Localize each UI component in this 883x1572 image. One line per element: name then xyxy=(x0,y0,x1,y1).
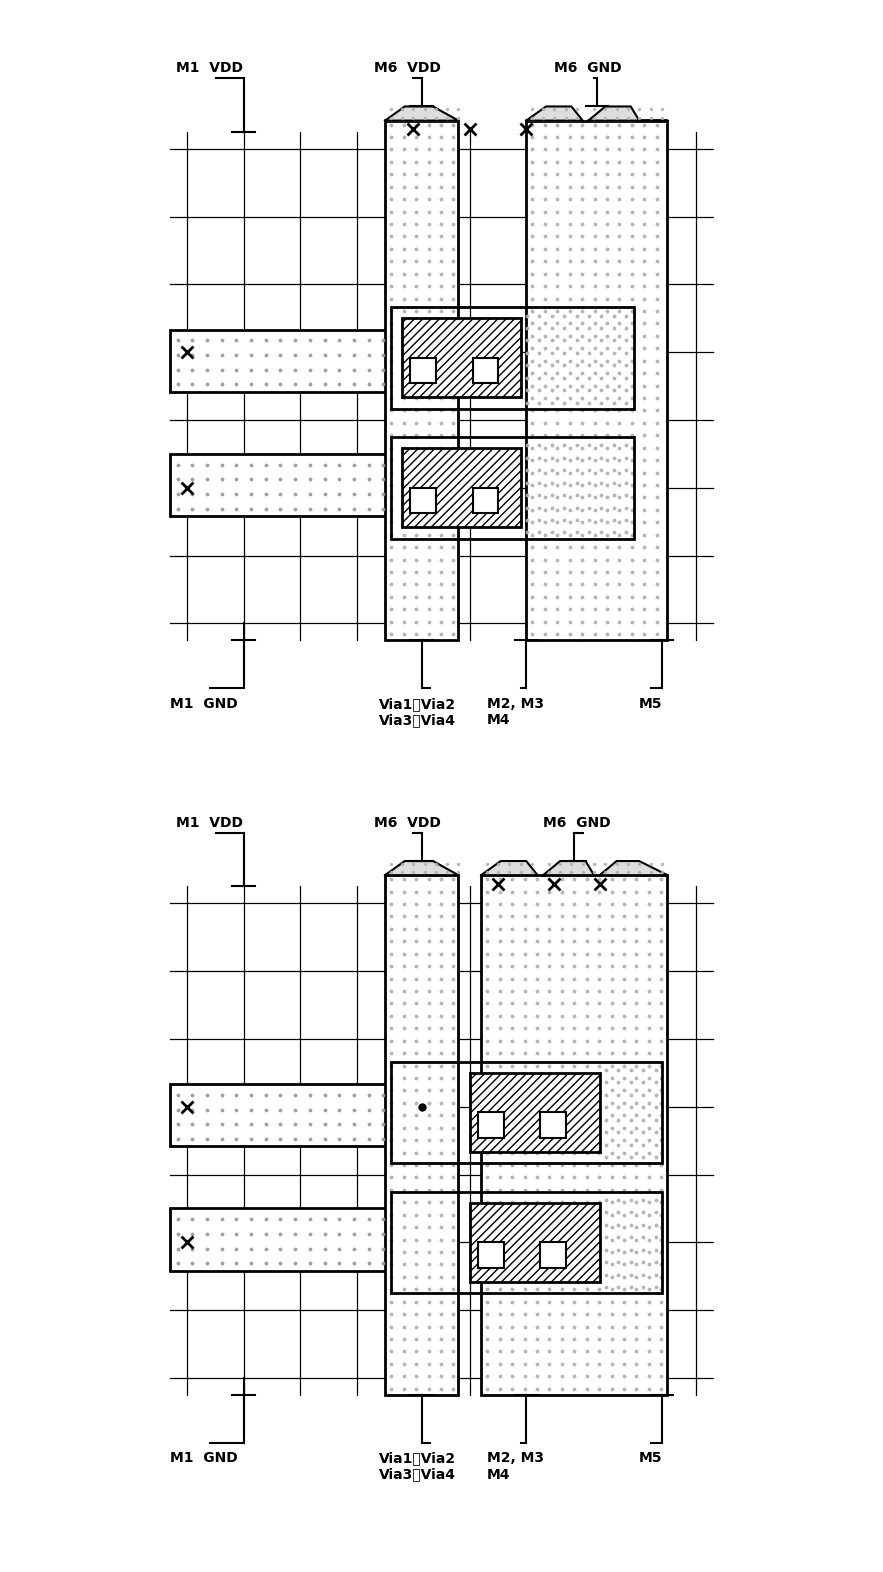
Text: M5: M5 xyxy=(639,1451,663,1465)
Bar xyxy=(385,121,458,640)
Bar xyxy=(540,1242,566,1267)
Polygon shape xyxy=(481,861,538,876)
Bar xyxy=(402,448,521,527)
Text: M1  GND: M1 GND xyxy=(170,1451,238,1465)
Bar xyxy=(481,876,668,1394)
Bar xyxy=(540,1113,566,1138)
Text: M2, M3
M4: M2, M3 M4 xyxy=(487,696,544,726)
Bar xyxy=(472,487,498,512)
Polygon shape xyxy=(385,861,458,876)
Text: Via1、Via2
Via3、Via4: Via1、Via2 Via3、Via4 xyxy=(380,1451,457,1481)
Bar xyxy=(170,1085,396,1146)
Bar xyxy=(479,1113,503,1138)
Text: M1  VDD: M1 VDD xyxy=(176,61,243,75)
Bar xyxy=(390,307,634,409)
Polygon shape xyxy=(600,861,668,876)
Text: M6  GND: M6 GND xyxy=(543,816,611,830)
Text: M6  VDD: M6 VDD xyxy=(374,61,441,75)
Polygon shape xyxy=(543,861,594,876)
Bar xyxy=(411,487,436,512)
Polygon shape xyxy=(385,107,458,121)
Bar xyxy=(170,1209,396,1270)
Bar xyxy=(170,330,396,391)
Text: Via1、Via2
Via3、Via4: Via1、Via2 Via3、Via4 xyxy=(380,696,457,726)
Bar xyxy=(390,1061,662,1163)
Text: M6  VDD: M6 VDD xyxy=(374,816,441,830)
Polygon shape xyxy=(588,107,668,121)
Bar xyxy=(470,1074,600,1152)
Bar xyxy=(170,454,396,516)
Bar xyxy=(402,318,521,398)
Text: M2, M3
M4: M2, M3 M4 xyxy=(487,1451,544,1481)
Bar xyxy=(472,358,498,384)
Bar xyxy=(390,437,634,539)
Text: M6  GND: M6 GND xyxy=(555,61,623,75)
Bar xyxy=(385,876,458,1394)
Text: M5: M5 xyxy=(639,696,663,711)
Bar xyxy=(411,358,436,384)
Bar xyxy=(526,121,668,640)
Bar xyxy=(479,1242,503,1267)
Text: M1  VDD: M1 VDD xyxy=(176,816,243,830)
Bar xyxy=(470,1203,600,1281)
Polygon shape xyxy=(526,107,583,121)
Bar xyxy=(390,1192,662,1294)
Text: M1  GND: M1 GND xyxy=(170,696,238,711)
